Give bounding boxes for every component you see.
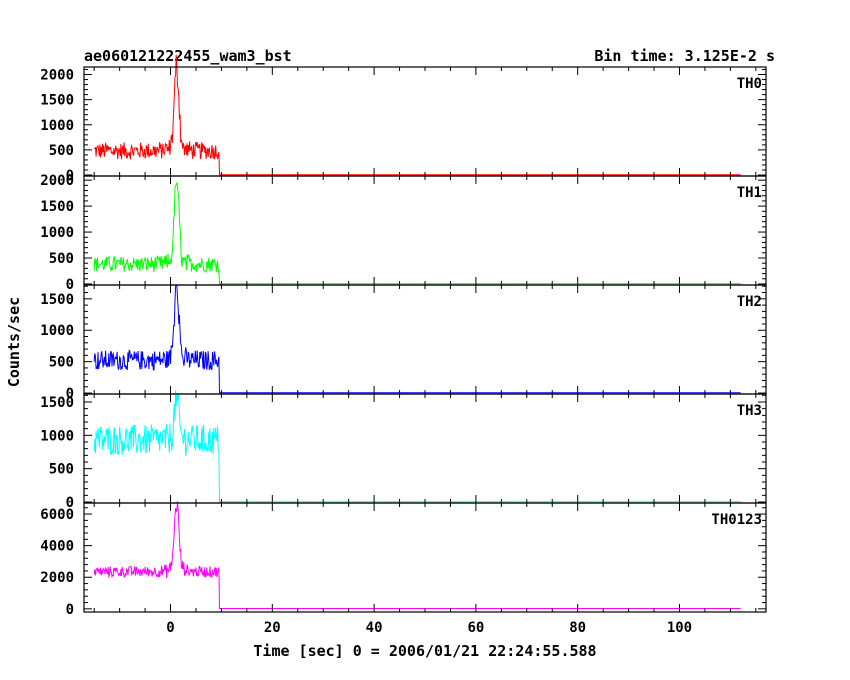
- panel-th3: TH3 0 500 1000 1500: [40, 390, 767, 511]
- y-tick-label: 500: [49, 462, 74, 478]
- panel-th1: TH1 0 500 1000 1500 2000: [40, 173, 767, 293]
- panel-frame: [83, 66, 767, 177]
- y-tick-label: 6000: [40, 507, 74, 523]
- x-tick-label: 20: [264, 620, 281, 636]
- y-tick-label: 1500: [40, 395, 74, 411]
- y-tick-label: 500: [49, 143, 74, 159]
- y-tick-label: 0: [66, 602, 74, 618]
- y-tick-label: 2000: [40, 68, 74, 84]
- panel-label: TH0: [737, 76, 762, 92]
- panel-label: TH3: [737, 403, 762, 419]
- panel-th0: TH0 0 500 1000 1500 2000: [40, 54, 767, 184]
- x-axis-label: Time [sec] 0 = 2006/01/21 22:24:55.588: [253, 642, 596, 660]
- y-tick-label: 1500: [40, 199, 74, 215]
- y-tick-label: 1000: [40, 225, 74, 241]
- x-tick-label: 80: [569, 620, 586, 636]
- panel-label: TH1: [737, 185, 762, 201]
- y-tick-label: 2000: [40, 570, 74, 586]
- panel-frame: [83, 284, 767, 395]
- panel-th0123: TH0123 0 2000 4000 6000 0 20 40 60 80 100: [40, 501, 767, 636]
- y-axis-label: Counts/sec: [5, 297, 23, 387]
- x-tick-label: 40: [366, 620, 383, 636]
- series-line-th0123: [93, 501, 741, 609]
- panel-label: TH2: [737, 294, 762, 310]
- chart-subtitle: Bin time: 3.125E-2 s: [594, 47, 775, 65]
- x-tick-label: 100: [667, 620, 692, 636]
- series-line-th0: [93, 54, 741, 176]
- series-line-th2: [93, 284, 741, 394]
- y-tick-label: 1000: [40, 323, 74, 339]
- y-tick-label: 1500: [40, 93, 74, 109]
- y-tick-label: 1000: [40, 428, 74, 444]
- chart-title: ae060121222455_wam3_bst: [84, 47, 292, 65]
- panel-frame: [83, 502, 767, 613]
- y-tick-label: 500: [49, 251, 74, 267]
- y-tick-label: 0: [66, 495, 74, 511]
- y-tick-label: 0: [66, 277, 74, 293]
- y-tick-label: 0: [66, 168, 74, 184]
- panels-group: TH00500100015002000TH10500100015002000TH…: [40, 54, 767, 636]
- y-tick-label: 1500: [40, 292, 74, 308]
- y-tick-label: 500: [49, 355, 74, 371]
- series-line-th1: [93, 181, 741, 285]
- x-tick-label: 0: [166, 620, 174, 636]
- panel-label: TH0123: [711, 512, 762, 528]
- y-tick-label: 1000: [40, 118, 74, 134]
- panel-th2: TH2 0 500 1000 1500: [40, 284, 767, 402]
- series-line-th3: [93, 390, 741, 503]
- x-tick-label: 60: [467, 620, 484, 636]
- y-tick-label: 4000: [40, 539, 74, 555]
- y-tick-label: 2000: [40, 173, 74, 189]
- y-tick-label: 0: [66, 386, 74, 402]
